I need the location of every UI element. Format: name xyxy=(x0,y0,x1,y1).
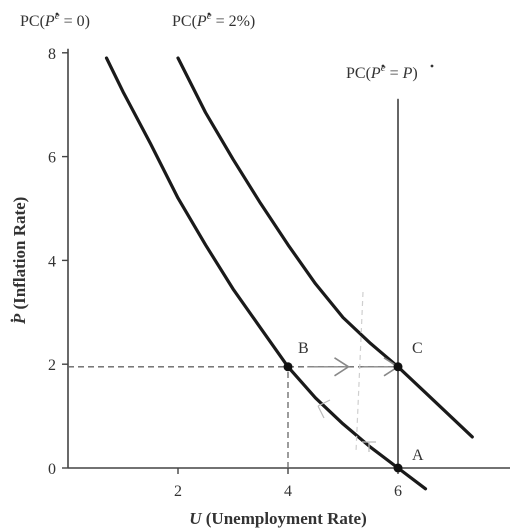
movement-arrows xyxy=(307,291,400,453)
y-axis-label: P (Inflation Rate) xyxy=(10,197,29,326)
dot-accent xyxy=(207,12,211,16)
curves xyxy=(104,56,474,491)
faint-arrow-mark xyxy=(317,399,331,419)
point-b xyxy=(283,362,293,372)
y-tick-label: 4 xyxy=(48,253,56,270)
point-a xyxy=(393,463,403,473)
curve-label-1: PC(Pe = 0) xyxy=(20,10,90,30)
y-label-dot-accent xyxy=(10,318,14,322)
faint-guide xyxy=(355,291,364,453)
x-axis-label: U (Unemployment Rate) xyxy=(189,509,367,528)
labels: PC(Pe = 0) PC(Pe = 2%) PC(Pe = P) xyxy=(20,10,434,82)
dashed-guides xyxy=(68,366,398,468)
dot-accent xyxy=(55,12,59,16)
point-label-c: C xyxy=(412,340,423,357)
y-tick-label: 0 xyxy=(48,461,56,478)
dot-accent xyxy=(430,64,434,68)
phillips-curve-2 xyxy=(176,56,474,439)
faint-arrow-mark xyxy=(362,441,376,452)
y-tick-label: 6 xyxy=(48,150,56,167)
points: A B C xyxy=(283,340,424,473)
dot-accent xyxy=(381,64,385,68)
axes: 0 2 4 6 8 2 4 6 U (Unemployment Rate) P (Inflatio… xyxy=(10,46,510,528)
curve-label-3: PC(Pe = P) xyxy=(346,62,418,82)
x-tick-label: 2 xyxy=(174,483,182,500)
point-c xyxy=(393,362,403,372)
y-tick-label: 2 xyxy=(48,357,56,374)
x-tick-label: 6 xyxy=(394,483,402,500)
point-label-a: A xyxy=(412,447,424,464)
point-label-b: B xyxy=(298,340,309,357)
curve-label-2: PC(Pe = 2%) xyxy=(172,10,255,30)
y-tick-label: 8 xyxy=(48,46,56,63)
phillips-curve-1 xyxy=(104,56,428,491)
x-tick-label: 4 xyxy=(284,483,292,500)
arrow-head xyxy=(334,357,350,377)
